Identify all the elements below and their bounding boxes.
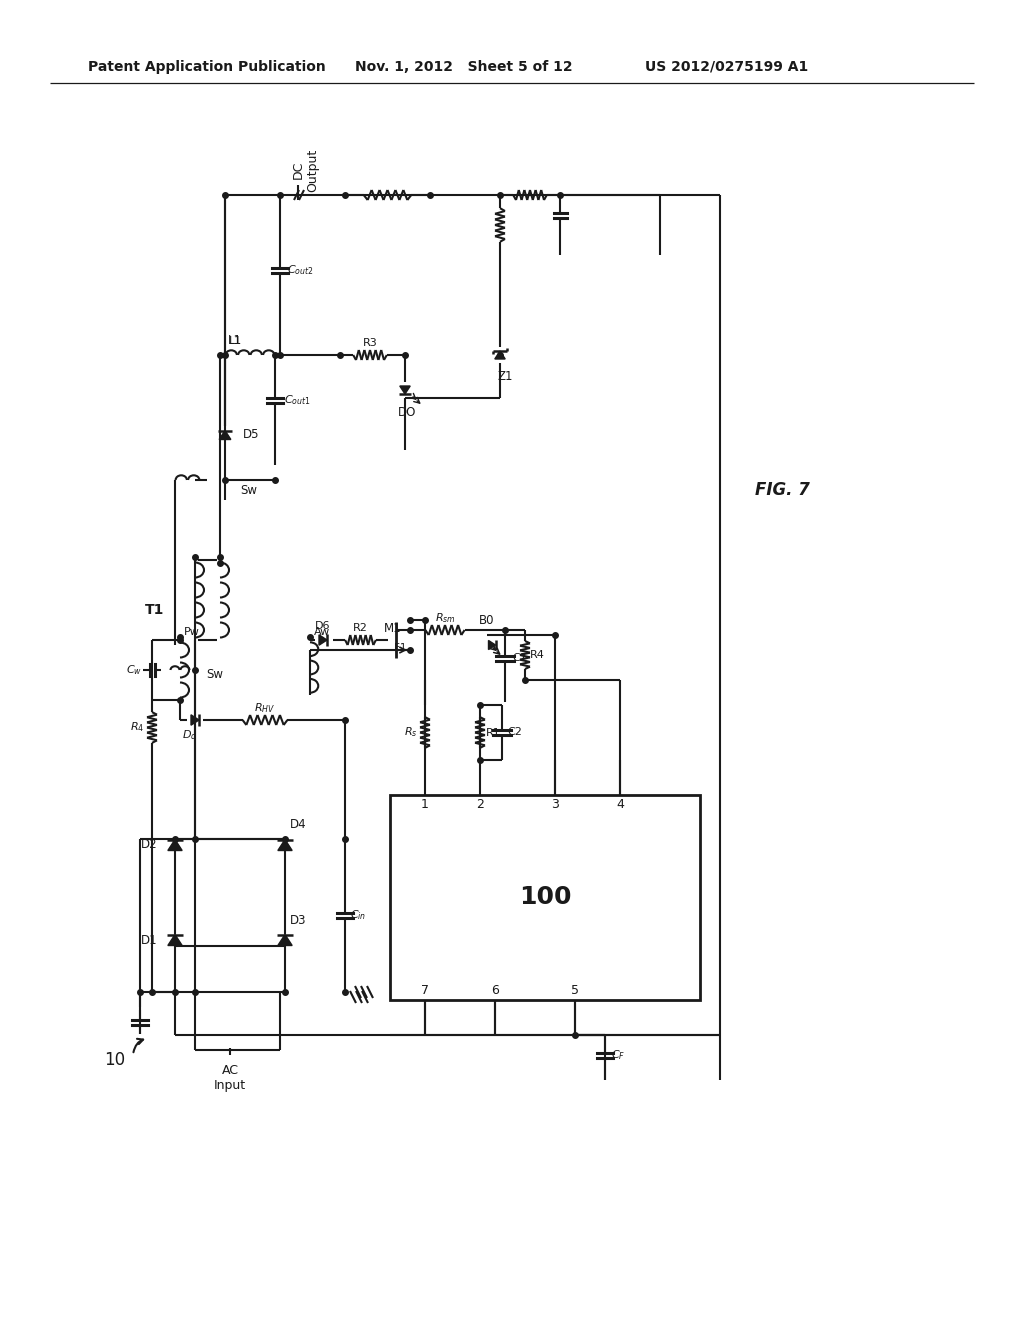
Text: L1: L1 (228, 337, 242, 346)
Bar (390, 795, 700, 1001)
Text: $R_4$: $R_4$ (130, 721, 144, 734)
Polygon shape (399, 385, 411, 393)
Polygon shape (278, 935, 292, 945)
Text: C1: C1 (513, 653, 527, 663)
Text: R4: R4 (529, 649, 545, 660)
Text: T1: T1 (145, 603, 165, 616)
Text: 1: 1 (421, 799, 429, 812)
Text: R3: R3 (362, 338, 378, 348)
Text: $R_{HV}$: $R_{HV}$ (254, 701, 275, 715)
Text: Z1: Z1 (498, 371, 513, 384)
Text: Nov. 1, 2012   Sheet 5 of 12: Nov. 1, 2012 Sheet 5 of 12 (355, 59, 572, 74)
Text: 4: 4 (616, 799, 624, 812)
Text: R1: R1 (485, 727, 501, 738)
Text: 7: 7 (421, 983, 429, 997)
Text: $C_{in}$: $C_{in}$ (350, 908, 367, 923)
Text: $R_{sm}$: $R_{sm}$ (434, 611, 456, 624)
Text: 2: 2 (476, 799, 484, 812)
Text: M1: M1 (384, 622, 401, 635)
Text: R2: R2 (353, 623, 368, 634)
Polygon shape (278, 840, 292, 850)
Text: DO: DO (397, 405, 416, 418)
Polygon shape (168, 935, 182, 945)
Text: D5: D5 (243, 429, 259, 441)
Polygon shape (319, 635, 327, 645)
Text: 6: 6 (492, 983, 499, 997)
Text: $D_d$: $D_d$ (182, 729, 198, 742)
Text: D3: D3 (290, 913, 306, 927)
Text: FIG. 7: FIG. 7 (755, 480, 810, 499)
Text: $C_{out1}$: $C_{out1}$ (284, 393, 310, 407)
Text: 10: 10 (104, 1051, 126, 1069)
Text: Aw: Aw (314, 627, 330, 638)
Text: Pw: Pw (184, 627, 200, 638)
Text: C2: C2 (508, 727, 522, 737)
Text: 3: 3 (551, 799, 559, 812)
Text: US 2012/0275199 A1: US 2012/0275199 A1 (645, 59, 808, 74)
Text: Output: Output (306, 148, 319, 191)
Text: 100: 100 (519, 886, 571, 909)
Text: $C_{out2}$: $C_{out2}$ (287, 263, 313, 277)
Text: Sw: Sw (207, 668, 223, 681)
Text: D6: D6 (315, 620, 331, 631)
Text: Input: Input (214, 1078, 246, 1092)
Text: $C_F$: $C_F$ (611, 1048, 626, 1061)
Text: $R_s$: $R_s$ (404, 726, 418, 739)
Polygon shape (488, 640, 496, 649)
Text: D4: D4 (290, 818, 306, 832)
Text: $C_w$: $C_w$ (126, 663, 142, 677)
Text: Sw: Sw (240, 483, 257, 496)
Text: L1: L1 (228, 334, 242, 346)
Polygon shape (168, 840, 182, 850)
Polygon shape (219, 430, 230, 440)
Text: D1: D1 (140, 933, 157, 946)
Text: F1: F1 (394, 643, 407, 653)
Polygon shape (495, 351, 505, 359)
Polygon shape (191, 715, 199, 725)
Text: Patent Application Publication: Patent Application Publication (88, 59, 326, 74)
Text: DC: DC (292, 161, 304, 180)
Text: B0: B0 (479, 614, 495, 627)
Text: 5: 5 (571, 983, 579, 997)
Text: AC: AC (221, 1064, 239, 1077)
Text: D2: D2 (140, 838, 157, 851)
